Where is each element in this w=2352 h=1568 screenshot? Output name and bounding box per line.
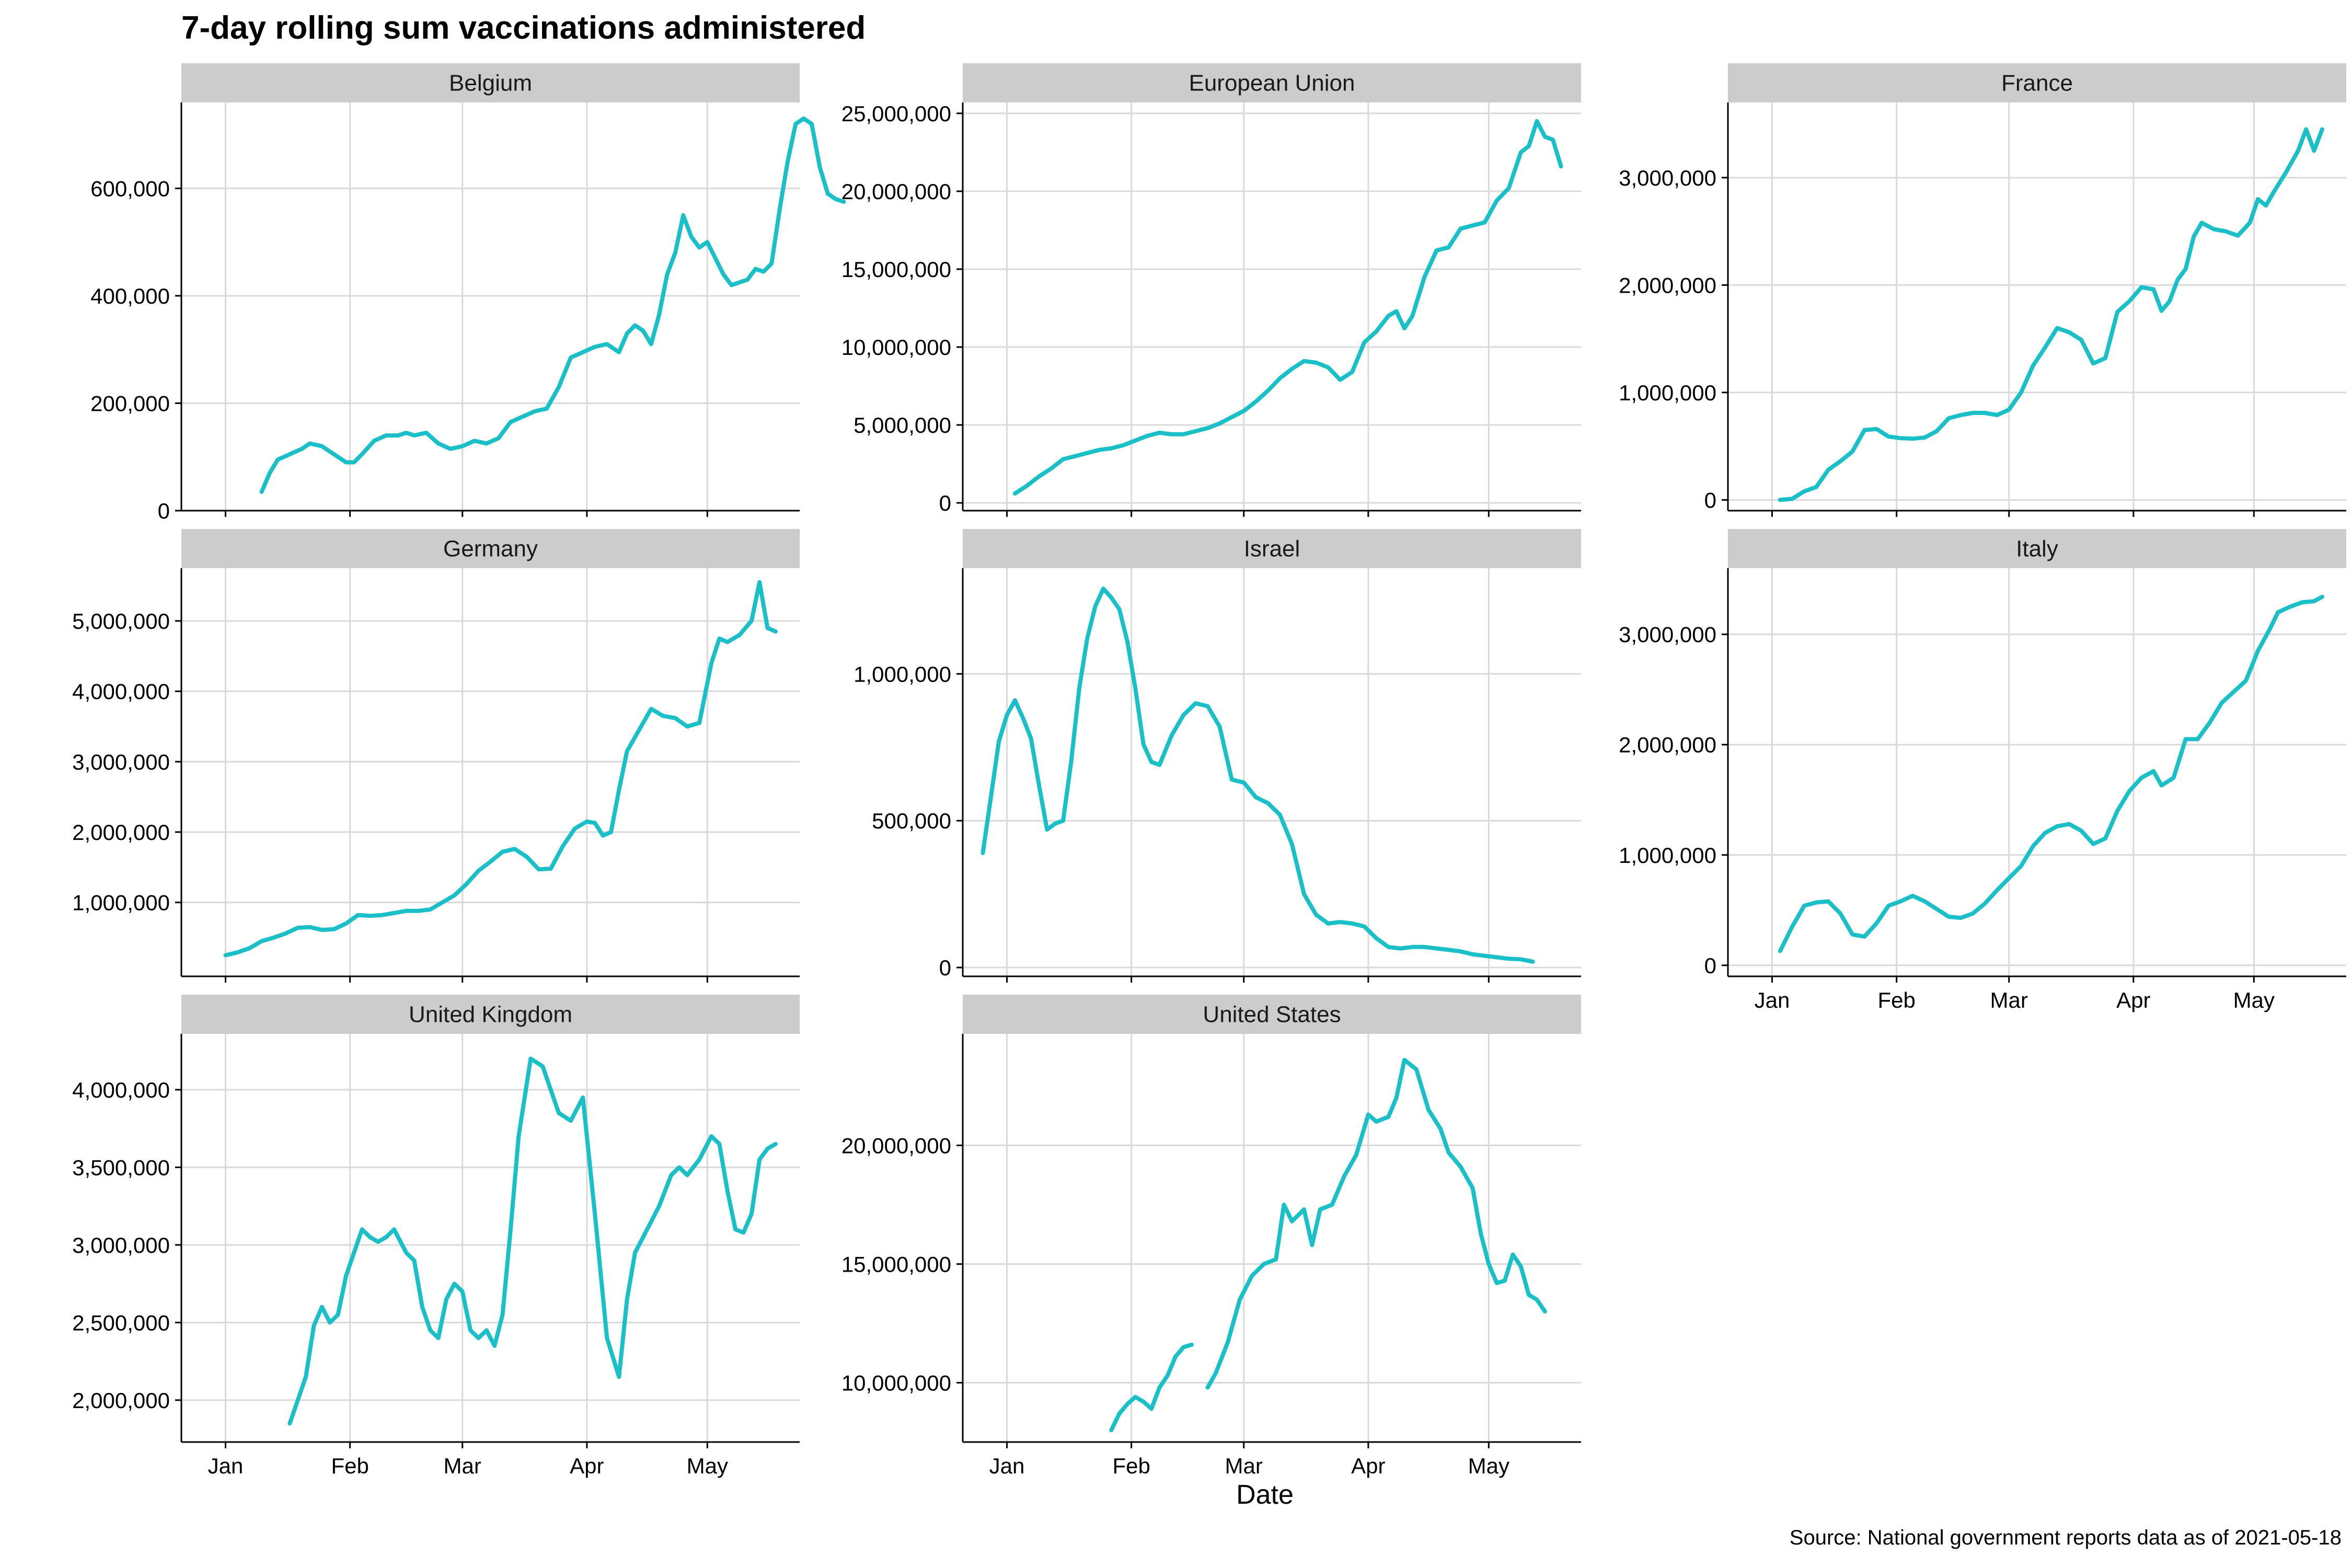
x-tick-label-united-kingdom-4: May (687, 1454, 728, 1478)
y-tick-label-italy-0: 0 (1704, 953, 1716, 978)
panel-title-germany: Germany (443, 536, 538, 562)
x-tick-label-united-states-4: May (1468, 1454, 1509, 1478)
panel-title-italy: Italy (2016, 536, 2058, 562)
y-tick-label-italy-1: 1,000,000 (1619, 843, 1716, 868)
series-line-belgium (259, 116, 846, 494)
y-tick-label-belgium-3: 600,000 (90, 176, 170, 201)
series-line-france (1778, 127, 2324, 502)
x-tick-label-united-states-0: Jan (989, 1454, 1025, 1478)
panel-strip-united-states (963, 995, 1581, 1034)
y-tick-label-european-union-5: 25,000,000 (841, 101, 951, 126)
x-tick-label-italy-4: May (2233, 988, 2275, 1012)
series-line-united-states-1 (1205, 1057, 1547, 1390)
panel-title-european-union: European Union (1189, 71, 1355, 96)
panel-title-united-kingdom: United Kingdom (409, 1002, 572, 1028)
x-tick-label-united-kingdom-1: Feb (331, 1454, 368, 1478)
y-tick-label-italy-3: 3,000,000 (1619, 622, 1716, 647)
y-tick-label-germany-2: 3,000,000 (72, 750, 170, 774)
x-tick-label-united-kingdom-2: Mar (444, 1454, 481, 1478)
y-tick-label-united-states-1: 15,000,000 (841, 1252, 951, 1276)
x-tick-label-united-states-1: Feb (1112, 1454, 1150, 1478)
y-tick-label-france-1: 1,000,000 (1619, 381, 1716, 405)
x-tick-label-united-states-3: Apr (1351, 1454, 1385, 1478)
y-tick-label-united-kingdom-0: 2,000,000 (72, 1388, 170, 1413)
series-line-germany (223, 580, 778, 958)
y-tick-label-european-union-3: 15,000,000 (841, 257, 951, 282)
panel-strip-united-kingdom (181, 995, 800, 1034)
y-tick-label-european-union-4: 20,000,000 (841, 179, 951, 204)
y-tick-label-germany-4: 5,000,000 (72, 609, 170, 633)
y-tick-label-united-kingdom-3: 3,500,000 (72, 1155, 170, 1180)
x-tick-label-italy-0: Jan (1755, 988, 1790, 1012)
y-tick-label-germany-3: 4,000,000 (72, 679, 170, 704)
y-tick-label-germany-0: 1,000,000 (72, 891, 170, 915)
x-tick-label-italy-2: Mar (1990, 988, 2028, 1012)
chart-title: 7-day rolling sum vaccinations administe… (181, 10, 866, 46)
y-tick-label-israel-2: 1,000,000 (854, 662, 951, 686)
y-tick-label-germany-1: 2,000,000 (72, 820, 170, 845)
panel-title-israel: Israel (1244, 536, 1300, 562)
panel-strip-european-union (963, 63, 1581, 102)
panel-title-belgium: Belgium (449, 71, 532, 96)
y-tick-label-belgium-1: 200,000 (90, 391, 170, 416)
y-tick-label-israel-1: 500,000 (872, 809, 951, 833)
y-tick-label-israel-0: 0 (939, 955, 951, 980)
x-axis-title: Date (1236, 1480, 1294, 1510)
x-tick-label-italy-1: Feb (1877, 988, 1915, 1012)
series-line-israel (981, 586, 1535, 964)
y-tick-label-european-union-0: 0 (939, 491, 951, 515)
y-tick-label-united-kingdom-2: 3,000,000 (72, 1233, 170, 1258)
y-tick-label-france-0: 0 (1704, 488, 1716, 512)
series-line-european-union (1012, 119, 1563, 496)
x-tick-label-united-states-2: Mar (1225, 1454, 1263, 1478)
y-tick-label-united-states-2: 20,000,000 (841, 1133, 951, 1158)
y-tick-label-european-union-2: 10,000,000 (841, 335, 951, 360)
y-tick-label-france-2: 2,000,000 (1619, 273, 1716, 297)
panel-strip-israel (963, 529, 1581, 568)
y-tick-label-italy-2: 2,000,000 (1619, 733, 1716, 757)
panel-title-united-states: United States (1203, 1002, 1341, 1028)
y-tick-label-united-kingdom-1: 2,500,000 (72, 1310, 170, 1335)
chart-source: Source: National government reports data… (1789, 1526, 2342, 1549)
y-tick-label-united-states-0: 10,000,000 (841, 1370, 951, 1395)
y-tick-label-european-union-1: 5,000,000 (854, 413, 951, 437)
panel-strip-france (1728, 63, 2346, 102)
x-tick-label-united-kingdom-3: Apr (570, 1454, 604, 1478)
y-tick-label-france-3: 3,000,000 (1619, 166, 1716, 190)
y-tick-label-united-kingdom-4: 4,000,000 (72, 1078, 170, 1102)
panel-title-france: France (2001, 71, 2073, 96)
y-tick-label-belgium-2: 400,000 (90, 284, 170, 308)
panel-strip-italy (1728, 529, 2346, 568)
series-line-united-states-0 (1109, 1342, 1194, 1433)
x-tick-label-united-kingdom-0: Jan (208, 1454, 244, 1478)
series-line-italy (1778, 594, 2324, 953)
panel-strip-germany (181, 529, 800, 568)
series-line-united-kingdom (287, 1056, 778, 1426)
panel-strip-belgium (181, 63, 800, 102)
x-tick-label-italy-3: Apr (2116, 988, 2150, 1012)
y-tick-label-belgium-0: 0 (158, 499, 170, 523)
